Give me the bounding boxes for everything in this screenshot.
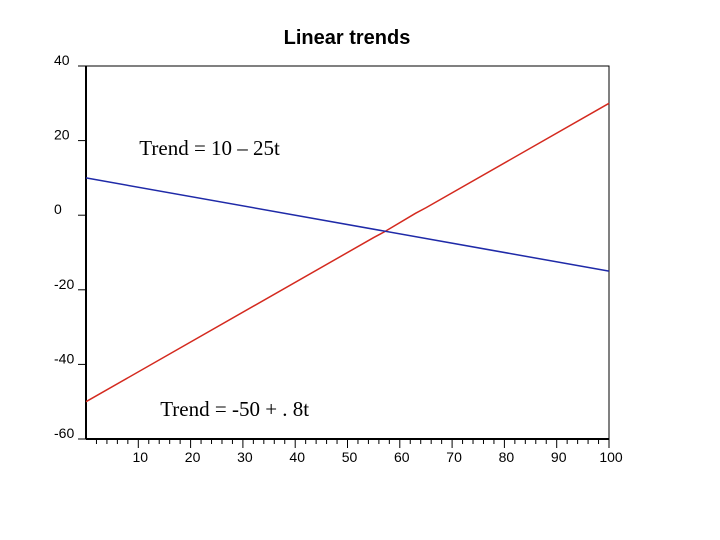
x-tick-label: 30 [237,449,253,465]
y-tick-label: 0 [54,201,62,217]
series-line-1 [85,102,610,403]
x-tick-label: 40 [289,449,305,465]
x-tick-label: 100 [599,449,623,465]
x-tick-label: 80 [499,449,515,465]
y-tick-label: -60 [54,425,74,441]
x-tick-label: 10 [133,449,149,465]
annotations: Trend = 10 – 25t Trend = -50 + . 8t [139,136,309,421]
x-tick-label: 20 [185,449,201,465]
chart-title: Linear trends [284,27,411,49]
y-ticks: 40 20 0 -20 -40 -60 [54,52,86,441]
x-tick-label: 70 [446,449,462,465]
x-minor-ticks [95,439,600,444]
trend-annotation-1: Trend = 10 – 25t [139,136,280,160]
x-tick-label: 60 [394,449,410,465]
y-tick-label: 40 [54,52,70,68]
x-tick-label: 90 [551,449,567,465]
y-tick-label: 20 [54,127,70,143]
y-tick-label: -20 [54,276,74,292]
x-ticks: 10 20 30 40 50 60 70 80 90 100 [133,439,623,465]
x-tick-label: 50 [342,449,358,465]
series-line-2 [85,177,610,272]
series-group [85,102,610,403]
y-tick-label: -40 [54,350,74,366]
trend-annotation-2: Trend = -50 + . 8t [160,397,309,421]
